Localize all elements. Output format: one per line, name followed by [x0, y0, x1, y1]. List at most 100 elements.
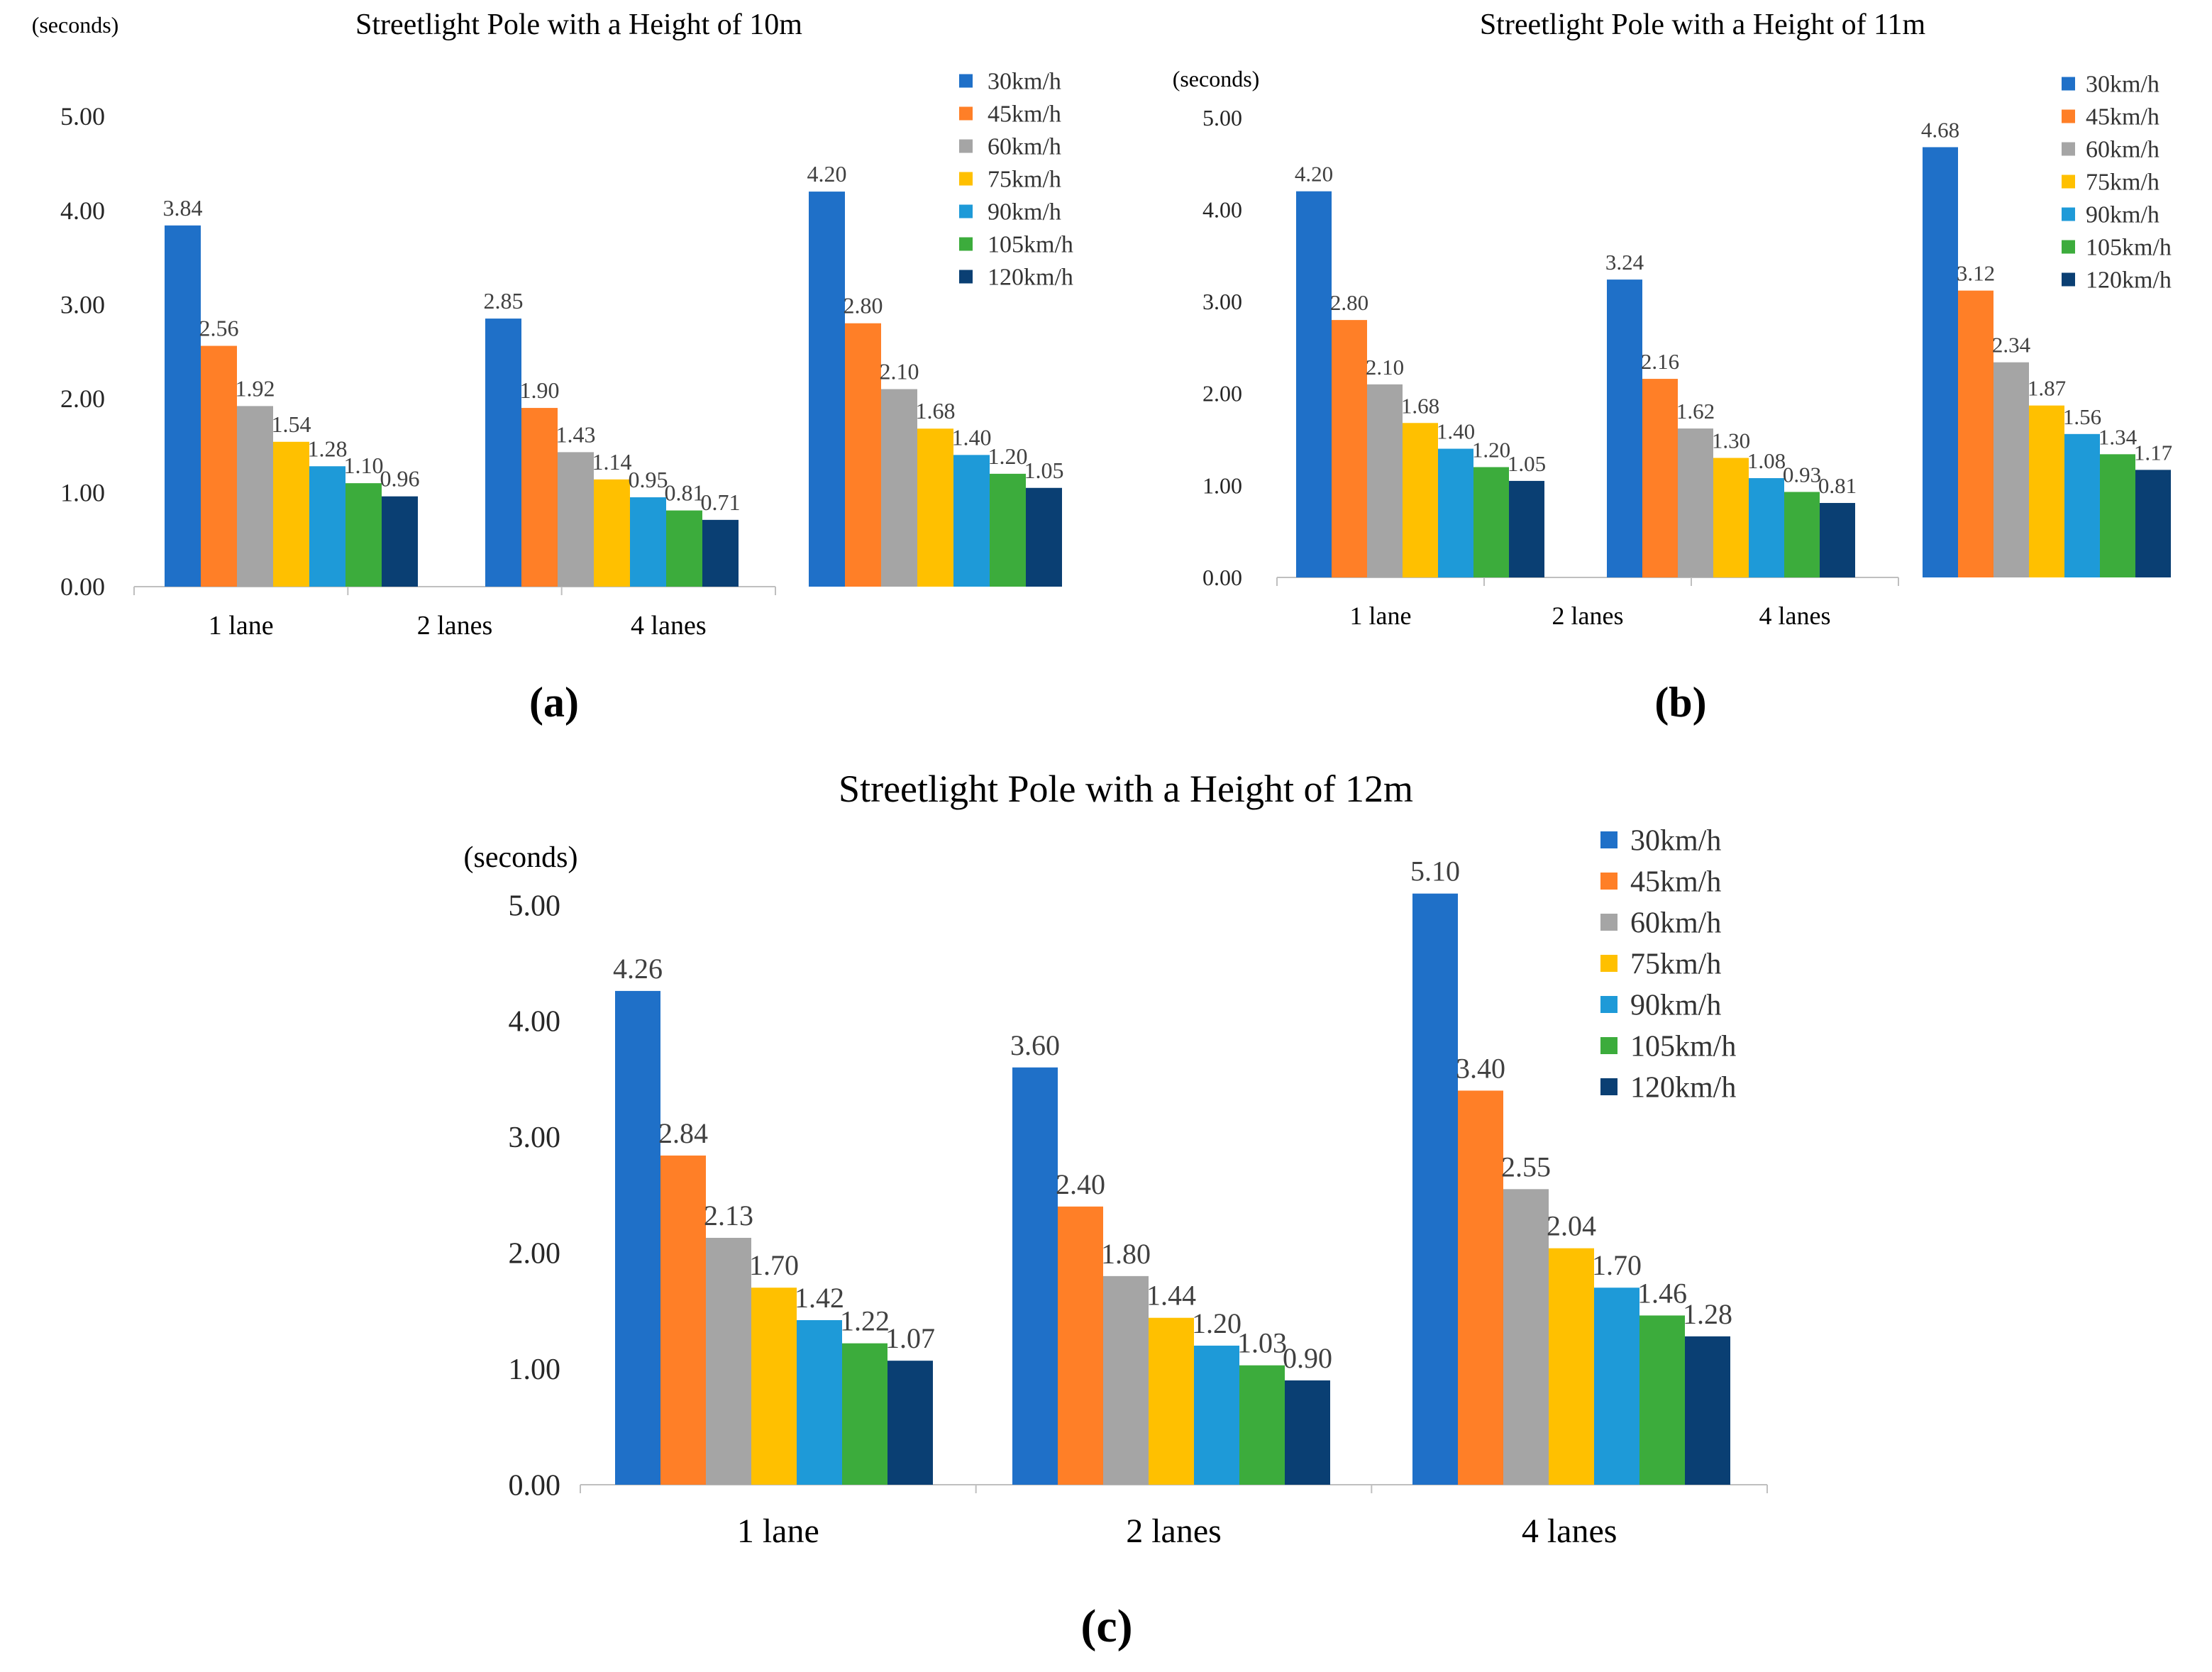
data-label: 3.40: [1456, 1052, 1505, 1084]
bar: [1367, 384, 1403, 577]
bar: [485, 319, 521, 587]
data-label: 1.30: [1712, 428, 1750, 453]
y-axis-unit-label: (seconds): [32, 12, 119, 38]
bar: [201, 345, 237, 587]
bar: [1503, 1189, 1549, 1485]
legend-label: 120km/h: [2086, 267, 2172, 294]
legend-label: 75km/h: [988, 167, 1061, 193]
y-tick-label: 3.00: [1202, 289, 1242, 314]
data-label: 1.14: [592, 449, 632, 475]
legend-swatch: [1600, 1037, 1617, 1054]
legend-label: 45km/h: [1630, 865, 1721, 898]
bar: [1549, 1248, 1594, 1485]
y-tick-label: 2.00: [1202, 381, 1242, 406]
bar: [521, 408, 558, 587]
data-label: 2.40: [1056, 1168, 1105, 1200]
y-tick-label: 3.00: [60, 290, 105, 319]
category-label: 2 lanes: [1126, 1512, 1222, 1550]
data-label: 1.40: [952, 424, 992, 450]
bar: [1993, 362, 2029, 577]
legend-label: 30km/h: [988, 69, 1061, 95]
legend-swatch: [959, 237, 973, 251]
data-label: 4.68: [1921, 117, 1959, 142]
legend-swatch: [1600, 1078, 1617, 1095]
data-label: 1.08: [1747, 448, 1786, 473]
bar: [702, 519, 739, 587]
chart-1: Streetlight Pole with a Height of 10m (se…: [32, 9, 1073, 641]
category-label: 1 lane: [1350, 602, 1412, 630]
data-label: 1.34: [2098, 424, 2138, 449]
bar: [630, 497, 666, 587]
bar: [842, 1343, 887, 1485]
bar: [1784, 492, 1820, 577]
legend-swatch: [1600, 996, 1617, 1013]
bar: [1639, 1315, 1685, 1485]
legend-label: 75km/h: [1630, 948, 1721, 980]
legend-label: 45km/h: [988, 101, 1061, 128]
legend-swatch: [959, 74, 973, 88]
data-label: 1.20: [988, 443, 1028, 469]
data-label: 1.68: [1401, 393, 1439, 418]
legend-swatch: [959, 106, 973, 121]
chart-2: Streetlight Pole with a Height of 11m (se…: [1173, 9, 2172, 630]
data-label: 1.28: [1683, 1298, 1732, 1330]
bar: [1026, 487, 1062, 587]
bar: [660, 1155, 706, 1485]
data-label: 1.17: [2134, 440, 2172, 465]
data-label: 3.12: [1957, 261, 1995, 286]
panel-label: (b): [1654, 679, 1706, 726]
legend: 30km/h 45km/h 60km/h 75km/h 90km/h 105km/h 120…: [959, 69, 1073, 291]
bar: [237, 406, 273, 587]
bar: [887, 1361, 933, 1485]
legend-label: 90km/h: [988, 199, 1061, 226]
data-label: 1.20: [1472, 437, 1510, 462]
bar: [1285, 1380, 1330, 1485]
data-label: 2.84: [658, 1117, 708, 1149]
category-label: 2 lanes: [417, 611, 493, 641]
data-label: 3.84: [163, 195, 203, 221]
legend-swatch: [2062, 142, 2075, 156]
legend-label: 45km/h: [2086, 104, 2160, 131]
bar: [1473, 467, 1509, 577]
bar: [1058, 1206, 1103, 1485]
data-label: 1.07: [885, 1322, 935, 1354]
legend-label: 75km/h: [2086, 170, 2160, 196]
legend-label: 105km/h: [2086, 235, 2172, 261]
data-label: 1.70: [1592, 1249, 1642, 1281]
bar: [165, 225, 201, 587]
bar: [917, 428, 953, 587]
data-label: 1.54: [272, 411, 311, 437]
legend: 30km/h 45km/h 60km/h 75km/h 90km/h 105km/h 120…: [1600, 824, 1736, 1104]
data-label: 1.10: [344, 453, 384, 478]
category-label: 1 lane: [737, 1512, 819, 1550]
bar: [1332, 320, 1367, 577]
y-tick-label: 5.00: [60, 102, 105, 131]
y-tick-label: 4.00: [1202, 196, 1242, 222]
data-label: 0.81: [665, 480, 704, 506]
data-label: 5.10: [1410, 856, 1460, 887]
y-tick-label: 1.00: [509, 1353, 561, 1386]
y-tick-label: 1.00: [1202, 472, 1242, 498]
y-tick-label: 0.00: [1202, 565, 1242, 590]
data-label: 0.96: [380, 466, 420, 492]
legend-label: 60km/h: [988, 134, 1061, 160]
y-tick-label: 0.00: [509, 1469, 561, 1502]
bar: [309, 466, 345, 587]
data-label: 2.56: [199, 316, 239, 341]
legend-swatch: [2062, 272, 2075, 287]
bar: [1103, 1275, 1149, 1485]
y-tick-label: 4.00: [509, 1006, 561, 1039]
legend-swatch: [2062, 109, 2075, 123]
y-tick-label: 5.00: [509, 890, 561, 922]
data-label: 0.90: [1283, 1342, 1332, 1374]
data-label: 1.70: [749, 1249, 799, 1281]
bar: [1296, 191, 1332, 577]
data-label: 2.10: [1366, 355, 1404, 380]
y-axis-unit-label: (seconds): [464, 841, 578, 874]
y-tick-label: 2.00: [60, 384, 105, 413]
data-label: 2.55: [1501, 1151, 1551, 1183]
chart-title: Streetlight Pole with a Height of 11m: [1480, 9, 1926, 41]
data-label: 2.85: [484, 288, 524, 314]
bar: [2064, 433, 2100, 577]
bar: [1642, 379, 1678, 577]
